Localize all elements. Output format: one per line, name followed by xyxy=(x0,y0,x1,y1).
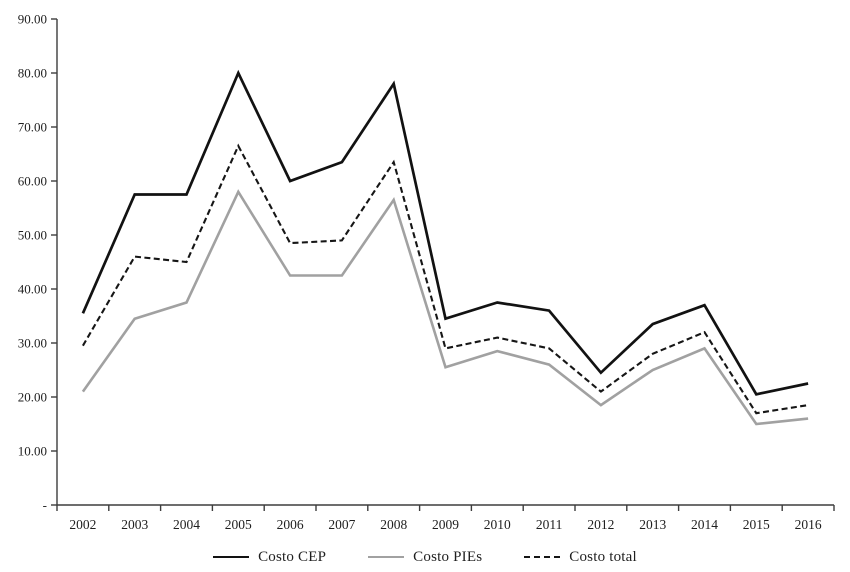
series-line-costo-total xyxy=(81,143,809,415)
legend-item-costo-pies: Costo PIEs xyxy=(368,549,482,566)
x-tick-label: 2005 xyxy=(225,517,252,532)
y-tick-label: 30.00 xyxy=(18,336,47,351)
x-tick-label: 2006 xyxy=(277,517,304,532)
x-tick-label: 2009 xyxy=(432,517,459,532)
legend-swatch-costo-cep xyxy=(213,556,250,558)
legend-label-costo-total: Costo total xyxy=(569,548,637,565)
x-tick-label: 2002 xyxy=(69,517,96,532)
legend-item-costo-cep: Costo CEP xyxy=(213,549,326,566)
legend-label-costo-pies: Costo PIEs xyxy=(413,548,483,565)
y-tick-label: 70.00 xyxy=(18,120,47,135)
x-tick-label: 2013 xyxy=(639,517,666,532)
axes xyxy=(56,19,834,506)
legend-swatch-costo-pies xyxy=(368,556,405,558)
x-tick-label: 2015 xyxy=(743,517,770,532)
y-tick-label: 80.00 xyxy=(18,66,47,81)
x-tick-label: 2003 xyxy=(121,517,148,532)
x-tick-label: 2011 xyxy=(536,517,563,532)
x-tick-label: 2012 xyxy=(587,517,614,532)
chart-legend: Costo CEP Costo PIEs Costo total xyxy=(0,544,850,570)
y-tick-label: 20.00 xyxy=(18,390,47,405)
x-tick-label: 2014 xyxy=(691,517,718,532)
x-tick-label: 2008 xyxy=(380,517,407,532)
y-tick-label: 40.00 xyxy=(18,282,47,297)
y-tick-label: 60.00 xyxy=(18,174,47,189)
legend-item-costo-total: Costo total xyxy=(524,549,637,566)
y-tick-label: 50.00 xyxy=(18,228,47,243)
series-line-costo-cep xyxy=(81,69,809,396)
legend-label-costo-cep: Costo CEP xyxy=(258,548,327,565)
x-tick-label: 2004 xyxy=(173,517,200,532)
x-tick-label: 2007 xyxy=(328,517,355,532)
legend-swatch-costo-total xyxy=(524,556,561,558)
y-tick-label: - xyxy=(43,498,47,513)
series-line-costo-pies xyxy=(81,189,809,426)
x-tick-label: 2010 xyxy=(484,517,511,532)
y-tick-label: 90.00 xyxy=(18,12,47,27)
x-tick-label: 2016 xyxy=(795,517,822,532)
y-tick-label: 10.00 xyxy=(18,444,47,459)
